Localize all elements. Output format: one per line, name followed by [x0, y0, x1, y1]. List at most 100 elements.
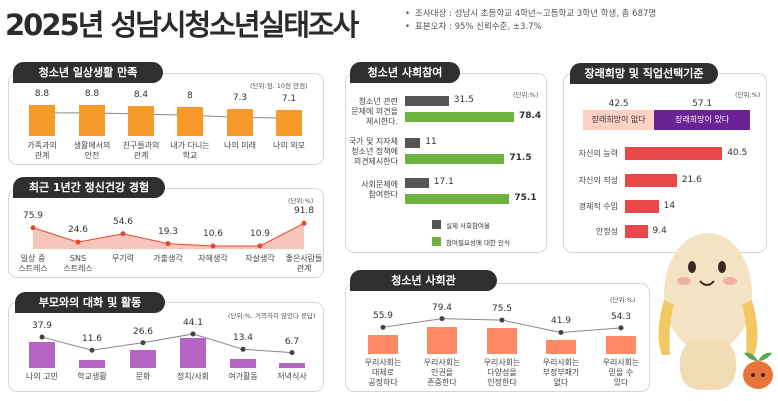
daily-category-label: 나의 외모	[273, 141, 305, 150]
participation-value-label: 11	[425, 137, 437, 147]
participation-bar-actual	[405, 178, 429, 188]
legend-swatch	[432, 237, 441, 246]
legend-label: 참여필요성에 대한 인식	[446, 239, 510, 247]
future-category-label: 경제적 수입	[578, 202, 618, 211]
mental-title: 최근 1년간 정신건강 경험	[13, 177, 165, 198]
sampling-error-note: 표본오차 : 95% 신뢰수준, ±3.7%	[405, 20, 542, 32]
parents-bar	[180, 338, 206, 368]
mental-value-label: 75.9	[22, 210, 44, 221]
society-bar	[368, 334, 398, 354]
daily-bar	[227, 109, 253, 136]
parents-category-label: 정치/사회	[176, 372, 210, 381]
mental-value-label: 24.6	[67, 225, 89, 236]
society-category-label: 우리사회는 다양성을 인정한다	[483, 358, 521, 387]
future-category-label: 안정성	[595, 227, 618, 236]
participation-category-label: 사회문제에 참여한다	[361, 180, 398, 199]
future-panel	[563, 73, 767, 253]
participation-value-label: 31.5	[453, 95, 474, 105]
participation-category-label: 청소년 관련 문제에 의견을 제시한다.	[351, 97, 398, 126]
parents-bar	[279, 363, 305, 368]
parents-value-label: 37.9	[31, 321, 53, 332]
participation-value-label: 71.5	[509, 153, 532, 163]
society-category-label: 우리사회는 인권을 존중한다	[423, 358, 461, 387]
society-title: 청소년 사회관	[350, 270, 497, 291]
parents-title: 부모와의 대화 및 활동	[15, 292, 165, 313]
parents-bar	[79, 360, 105, 368]
daily-bar	[29, 104, 55, 136]
participation-value-label: 78.4	[518, 111, 542, 121]
society-category-label: 우리사회는 대체로 공정하다	[364, 358, 402, 387]
daily-value-label: 7.3	[232, 93, 248, 104]
future-value-label: 40.5	[727, 148, 748, 158]
daily-category-label: 나의 미래	[224, 141, 256, 150]
mental-category-label: 무기력	[111, 254, 135, 263]
society-bar	[546, 339, 576, 354]
future-value-label: 14	[663, 201, 676, 211]
mental-value-label: 54.6	[112, 216, 134, 227]
society-bar	[487, 328, 517, 354]
mental-category-label: SNS 스트레스	[63, 254, 93, 273]
daily-bar	[177, 107, 203, 136]
society-value-label: 75.5	[491, 304, 513, 315]
daily-category-label: 가족과의 관계	[27, 141, 57, 160]
parents-bar	[130, 349, 156, 368]
daily-panel	[8, 73, 324, 165]
future-bar	[625, 225, 648, 238]
mascot-illustration	[658, 233, 773, 390]
parents-category-label: 학교생활	[77, 372, 107, 381]
society-value-label: 55.9	[372, 311, 394, 322]
participation-bar-actual	[405, 138, 421, 148]
society-value-label: 54.3	[610, 311, 632, 322]
participation-value-label: 17.1	[433, 177, 454, 187]
mental-value-label: 91.8	[293, 206, 315, 217]
has-hope-value: 57.1	[692, 99, 713, 109]
parents-bar	[29, 342, 55, 368]
legend-label: 실제 사회참여율	[446, 222, 490, 230]
mental-unit: (단위:%)	[288, 197, 314, 205]
daily-bar	[128, 106, 154, 136]
participation-bar-perceived	[405, 154, 505, 164]
future-category-label: 자신의 적성	[578, 176, 618, 185]
mental-category-label: 자해생각	[198, 254, 228, 263]
parents-value-label: 13.4	[232, 333, 254, 344]
daily-value-label: 8.8	[34, 88, 50, 99]
parents-category-label: 여가활동	[228, 372, 258, 381]
participation-bar-perceived	[405, 112, 514, 122]
society-bar	[427, 327, 457, 354]
daily-value-label: 8	[187, 91, 193, 102]
survey-target-note: 조사대상 : 성남시 초등학교 4학년~고등학교 3학년 학생, 총 687명	[405, 7, 656, 19]
daily-category-label: 친구들과의 관계	[122, 141, 160, 160]
future-unit: (단위:%)	[735, 91, 761, 99]
mental-value-label: 10.6	[202, 229, 224, 240]
mental-category-label: 가출생각	[153, 254, 183, 263]
mental-category-label: 일상 중 스트레스	[18, 254, 48, 273]
parents-value-label: 26.6	[132, 326, 154, 337]
society-value-label: 79.4	[431, 302, 453, 313]
future-value-label: 21.6	[681, 175, 702, 185]
parents-category-label: 저녁식사	[277, 372, 307, 381]
parents-category-label: 문화	[135, 372, 151, 381]
society-category-label: 우리사회는 부정부패가 없다	[542, 358, 580, 387]
daily-value-label: 8.8	[84, 88, 100, 99]
future-bar	[625, 200, 659, 213]
daily-category-label: 내가 다니는 학교	[170, 141, 210, 160]
parents-category-label: 나의 고민	[26, 372, 58, 381]
legend-swatch	[432, 220, 441, 229]
daily-category-label: 생활에서의 안전	[73, 141, 111, 160]
has-hope-segment: 장래희망이 있다	[654, 110, 750, 130]
future-bar	[625, 147, 723, 160]
daily-title: 청소년 일상생활 만족	[13, 62, 163, 83]
participation-unit: (단위:%)	[513, 91, 539, 99]
parents-value-label: 11.6	[81, 334, 103, 345]
society-bar	[606, 335, 636, 354]
mental-category-label: 자살생각	[245, 254, 275, 263]
no-hope-value: 42.5	[608, 99, 629, 109]
daily-bar	[79, 104, 105, 136]
daily-bar	[276, 110, 302, 136]
mental-category-label: 좋은사람들 관계	[285, 254, 323, 273]
mental-value-label: 10.9	[249, 228, 271, 239]
parents-unit: (단위:%, 거의하지 않았다 응답)	[228, 312, 316, 320]
parents-bar	[230, 358, 256, 368]
no-hope-segment: 장래희망이 없다	[583, 110, 655, 130]
participation-title: 청소년 사회참여	[350, 62, 460, 83]
